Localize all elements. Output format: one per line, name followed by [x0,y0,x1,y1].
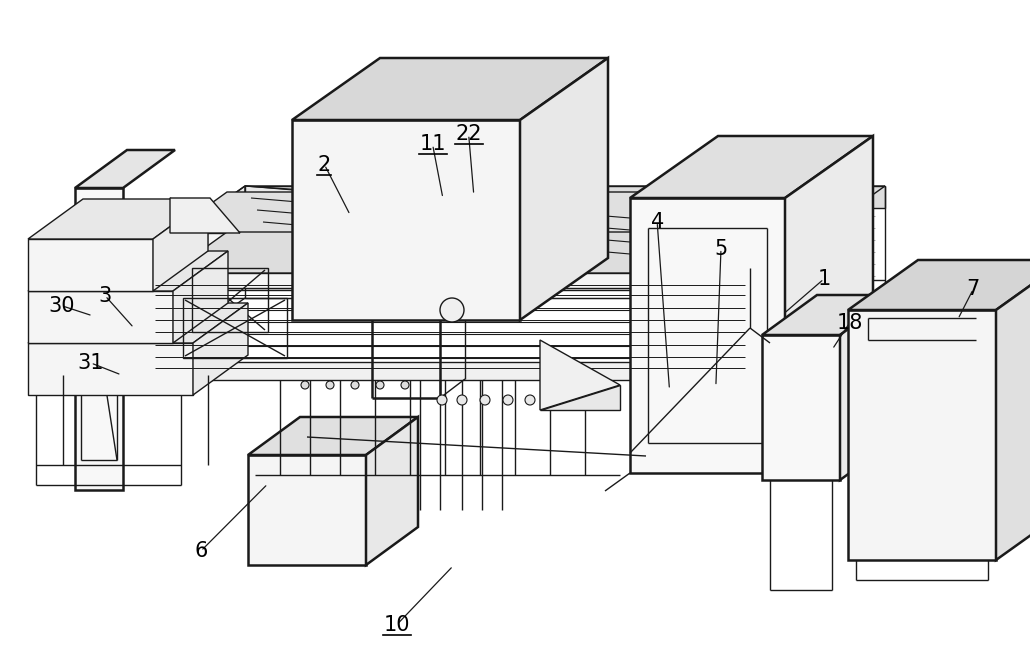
Circle shape [301,381,309,389]
Polygon shape [291,58,608,120]
Polygon shape [540,340,620,410]
Polygon shape [28,303,248,343]
Polygon shape [752,268,770,380]
Polygon shape [762,335,840,480]
Circle shape [480,395,490,405]
Text: 11: 11 [419,134,446,155]
Polygon shape [848,260,1030,310]
Polygon shape [153,199,208,291]
Circle shape [525,395,535,405]
Polygon shape [630,198,785,473]
Polygon shape [762,295,895,335]
Polygon shape [28,199,208,239]
Polygon shape [848,310,996,560]
Polygon shape [130,268,770,290]
Polygon shape [248,455,366,565]
Polygon shape [630,136,873,198]
Text: 7: 7 [967,279,980,299]
Text: 6: 6 [195,541,207,561]
Circle shape [457,395,467,405]
Circle shape [437,395,447,405]
Polygon shape [193,303,248,395]
Polygon shape [130,362,770,380]
Text: 22: 22 [455,124,482,144]
Polygon shape [540,385,620,410]
Polygon shape [170,198,240,233]
Polygon shape [130,186,885,268]
Polygon shape [245,186,630,233]
Text: 1: 1 [818,269,830,289]
Polygon shape [785,136,873,473]
Text: 31: 31 [77,353,104,373]
Circle shape [376,381,384,389]
Polygon shape [170,233,750,263]
Polygon shape [750,192,806,263]
Polygon shape [170,273,750,288]
Text: 30: 30 [48,296,75,316]
Polygon shape [28,239,153,291]
Polygon shape [996,260,1030,560]
Polygon shape [75,150,175,188]
Text: 18: 18 [836,312,863,333]
Circle shape [440,298,464,322]
Polygon shape [28,343,193,395]
Polygon shape [170,192,806,233]
Circle shape [503,395,513,405]
Polygon shape [248,417,418,455]
Polygon shape [366,417,418,565]
Text: 2: 2 [318,155,331,175]
Polygon shape [173,251,228,343]
Polygon shape [75,188,123,490]
Polygon shape [840,295,895,480]
Circle shape [401,381,409,389]
Polygon shape [130,268,148,380]
Polygon shape [291,120,520,320]
Polygon shape [170,232,806,273]
Polygon shape [520,58,608,320]
Circle shape [351,381,359,389]
Text: 4: 4 [651,212,663,232]
Text: 5: 5 [715,239,727,259]
Polygon shape [245,221,630,273]
Circle shape [327,381,334,389]
Text: 10: 10 [383,615,410,635]
Text: 3: 3 [99,286,111,306]
Polygon shape [28,251,228,291]
Polygon shape [28,291,173,343]
Polygon shape [245,186,885,208]
